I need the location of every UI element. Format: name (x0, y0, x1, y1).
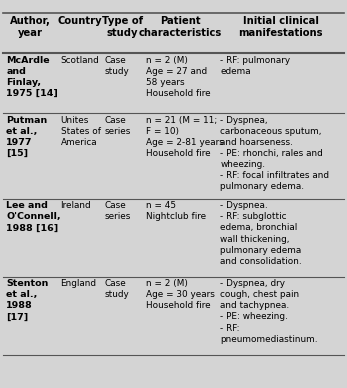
Text: Case
series: Case series (105, 116, 131, 136)
Text: McArdle
and
Finlay,
1975 [14]: McArdle and Finlay, 1975 [14] (6, 55, 58, 98)
Text: n = 2 (M)
Age = 30 years
Household fire: n = 2 (M) Age = 30 years Household fire (146, 279, 214, 310)
Text: Lee and
O'Connell,
1988 [16]: Lee and O'Connell, 1988 [16] (6, 201, 61, 232)
Text: England: England (61, 279, 96, 288)
Text: Scotland: Scotland (61, 55, 99, 64)
Text: - Dyspnea,
carbonaceous sputum,
and hoarseness.
- PE: rhonchi, rales and
wheezin: - Dyspnea, carbonaceous sputum, and hoar… (220, 116, 329, 191)
Text: - Dyspnea, dry
cough, chest pain
and tachypnea.
- PE: wheezing.
- RF:
pneumomedi: - Dyspnea, dry cough, chest pain and tac… (220, 279, 318, 344)
Text: - Dyspnea.
- RF: subglottic
edema, bronchial
wall thickening,
pulmonary edema
an: - Dyspnea. - RF: subglottic edema, bronc… (220, 201, 302, 266)
Text: Type of
study: Type of study (102, 16, 143, 38)
Text: Ireland: Ireland (61, 201, 91, 210)
Text: n = 21 (M = 11;
F = 10)
Age = 2-81 years
Household fire: n = 21 (M = 11; F = 10) Age = 2-81 years… (146, 116, 223, 158)
Text: Case
study: Case study (105, 279, 129, 299)
Text: Unites
States of
America: Unites States of America (61, 116, 101, 147)
Text: Putman
et al.,
1977
[15]: Putman et al., 1977 [15] (6, 116, 48, 158)
Text: Initial clinical
manifestations: Initial clinical manifestations (238, 16, 323, 38)
Text: n = 2 (M)
Age = 27 and
58 years
Household fire: n = 2 (M) Age = 27 and 58 years Househol… (146, 55, 210, 98)
Text: Case
study: Case study (105, 55, 129, 76)
Text: Author,
year: Author, year (10, 16, 51, 38)
Text: n = 45
Nightclub fire: n = 45 Nightclub fire (146, 201, 206, 221)
Text: Stenton
et al.,
1988
[17]: Stenton et al., 1988 [17] (6, 279, 49, 322)
Text: Patient
characteristics: Patient characteristics (139, 16, 222, 38)
Text: - RF: pulmonary
edema: - RF: pulmonary edema (220, 55, 290, 76)
Text: Country: Country (58, 16, 102, 26)
Text: Case
series: Case series (105, 201, 131, 221)
